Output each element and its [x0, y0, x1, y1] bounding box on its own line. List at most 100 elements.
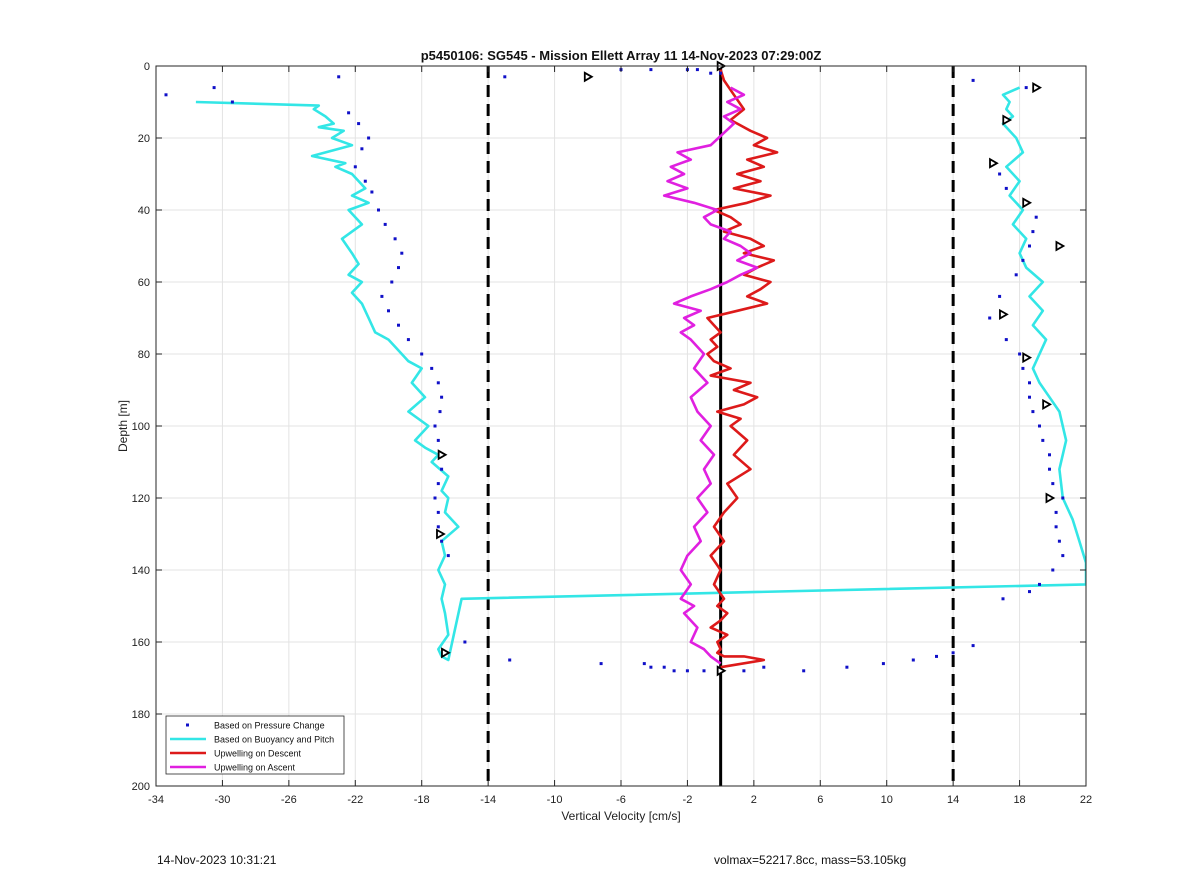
- x-tick-label: -10: [547, 794, 563, 806]
- data-point: [649, 68, 653, 72]
- triangle-marker: [436, 528, 446, 540]
- y-tick-label: 200: [132, 781, 150, 793]
- footer-glider-params: volmax=52217.8cc, mass=53.105kg: [714, 853, 907, 867]
- triangle-marker: [1045, 492, 1056, 504]
- data-point: [397, 323, 400, 327]
- chart-title: p5450106: SG545 - Mission Ellett Array 1…: [421, 48, 822, 63]
- data-point: [649, 665, 653, 669]
- data-point: [397, 266, 400, 270]
- data-point: [430, 366, 434, 370]
- data-point: [1031, 230, 1035, 234]
- x-tick-label: -18: [414, 794, 430, 806]
- data-point: [672, 669, 676, 673]
- data-point: [1031, 410, 1035, 414]
- data-point: [702, 669, 706, 673]
- data-point: [390, 280, 394, 284]
- data-point: [881, 662, 885, 666]
- data-point: [230, 100, 234, 104]
- data-point: [1061, 554, 1065, 558]
- data-point: [1004, 338, 1008, 342]
- data-point: [436, 381, 440, 385]
- data-point: [951, 651, 955, 655]
- data-point: [357, 122, 361, 126]
- data-point: [1034, 215, 1038, 219]
- data-point: [367, 136, 371, 140]
- data-point: [406, 338, 410, 342]
- legend-label: Based on Buoyancy and Pitch: [214, 735, 334, 745]
- data-point: [400, 251, 404, 255]
- data-point: [387, 309, 390, 313]
- data-point: [440, 395, 444, 399]
- data-point: [1028, 590, 1031, 594]
- legend-box: [165, 715, 345, 775]
- data-point: [420, 352, 424, 356]
- data-point: [380, 294, 384, 298]
- triangle-marker: [441, 647, 451, 659]
- x-axis-label: Vertical Velocity [cm/s]: [561, 809, 680, 823]
- x-tick-label: -26: [281, 794, 297, 806]
- data-point: [440, 467, 444, 471]
- series-line-upwelling-on-ascent: [662, 86, 759, 665]
- data-point: [1051, 568, 1055, 572]
- data-point: [1024, 86, 1028, 90]
- data-point: [347, 111, 351, 115]
- data-point: [1057, 539, 1061, 543]
- x-tick-label: -34: [148, 794, 164, 806]
- data-point: [685, 669, 689, 673]
- data-point: [662, 665, 666, 669]
- legend-label: Upwelling on Ascent: [214, 763, 296, 773]
- y-tick-label: 0: [144, 61, 150, 73]
- legend-swatch-points: [186, 723, 189, 727]
- x-tick-label: 6: [817, 794, 823, 806]
- y-axis-label: Depth [m]: [116, 400, 130, 452]
- data-point: [1048, 467, 1051, 471]
- data-point: [433, 496, 437, 500]
- data-point: [1028, 381, 1031, 385]
- x-tick-label: -2: [683, 794, 693, 806]
- data-point: [599, 662, 603, 666]
- triangle-marker: [1002, 114, 1013, 126]
- x-tick-label: 2: [751, 794, 757, 806]
- data-point: [719, 71, 723, 75]
- y-tick-label: 120: [132, 493, 150, 505]
- data-point: [971, 78, 975, 82]
- data-point: [433, 424, 437, 428]
- data-point: [762, 665, 766, 669]
- data-point: [436, 438, 440, 442]
- data-point: [1051, 482, 1055, 486]
- data-point: [503, 75, 507, 79]
- data-point: [935, 654, 938, 658]
- data-point: [911, 658, 915, 662]
- data-point: [438, 410, 442, 414]
- data-point: [1028, 244, 1031, 248]
- data-point: [383, 222, 387, 226]
- x-tick-label: -30: [214, 794, 230, 806]
- legend: Based on Pressure Change Based on Buoyanc…: [165, 715, 345, 775]
- y-tick-label: 100: [132, 421, 150, 433]
- data-point: [1061, 496, 1065, 500]
- data-point: [393, 237, 397, 241]
- x-tick-label: 22: [1080, 794, 1092, 806]
- y-tick-label: 20: [138, 133, 150, 145]
- data-point: [1041, 438, 1045, 442]
- data-point: [1021, 258, 1025, 262]
- data-point: [1054, 525, 1058, 529]
- y-axis-ticks: 0 20 40 60 80 100 120 140 160 180 200: [132, 61, 1086, 793]
- data-point: [440, 539, 444, 543]
- data-point: [988, 316, 992, 320]
- data-point: [463, 640, 467, 644]
- data-point: [360, 147, 364, 151]
- x-tick-label: -22: [347, 794, 363, 806]
- data-point: [436, 482, 440, 486]
- data-point: [1038, 424, 1041, 428]
- series-layer: [164, 68, 1086, 673]
- data-point: [436, 525, 440, 529]
- y-tick-label: 160: [132, 637, 150, 649]
- data-point: [370, 190, 374, 194]
- y-tick-label: 180: [132, 709, 150, 721]
- data-point: [802, 669, 806, 673]
- data-point: [1028, 395, 1031, 399]
- data-point: [642, 662, 646, 666]
- x-tick-label: -14: [480, 794, 496, 806]
